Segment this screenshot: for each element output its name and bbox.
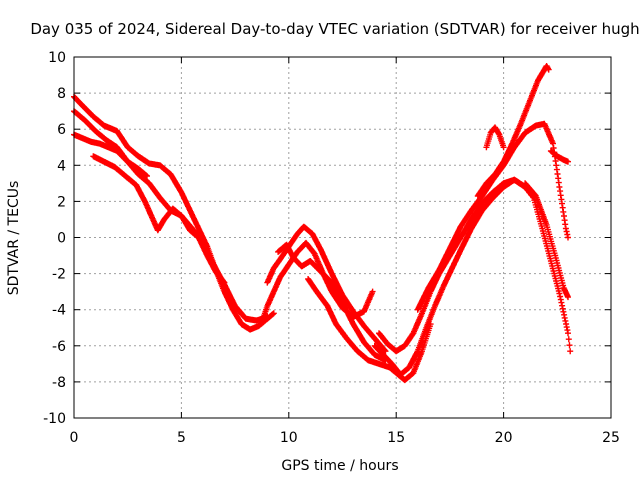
y-tick-label: 8 — [57, 86, 66, 102]
data-point-markers — [90, 153, 228, 286]
y-tick-label: 2 — [57, 194, 66, 210]
y-tick-label: -6 — [52, 339, 66, 355]
data-point-markers — [305, 276, 434, 384]
y-tick-label: 4 — [57, 158, 66, 174]
data-series-track — [474, 63, 552, 199]
data-series-track — [414, 120, 571, 313]
data-series-track — [522, 180, 571, 301]
data-series — [71, 63, 574, 384]
data-series-track — [71, 108, 271, 324]
y-tick-label: 10 — [48, 50, 66, 66]
y-tick-label: -10 — [43, 411, 66, 427]
x-tick-label: 15 — [387, 430, 405, 446]
data-series-track — [483, 124, 507, 151]
data-point-markers — [522, 180, 571, 301]
x-tick-label: 0 — [70, 430, 79, 446]
x-axis-label: GPS time / hours — [281, 458, 398, 474]
x-tick-label: 25 — [602, 430, 620, 446]
data-series-track — [264, 223, 389, 355]
data-point-markers — [414, 120, 571, 313]
data-point-markers — [483, 124, 507, 151]
data-point-markers — [474, 63, 552, 199]
data-series-track — [90, 153, 228, 286]
x-tick-label: 5 — [177, 430, 186, 446]
data-series-track — [275, 241, 389, 364]
data-series-track — [547, 147, 571, 165]
y-tick-label: -4 — [52, 303, 66, 319]
chart-title: Day 035 of 2024, Sidereal Day-to-day VTE… — [30, 20, 639, 38]
data-point-markers — [264, 223, 389, 355]
y-tick-label: -2 — [52, 267, 66, 283]
y-tick-label: -8 — [52, 375, 66, 391]
y-axis-label: SDTVAR / TECUs — [6, 181, 22, 296]
x-tick-label: 10 — [280, 430, 298, 446]
y-tick-label: 0 — [57, 231, 66, 247]
plot-frame — [73, 56, 612, 419]
x-tick-label: 20 — [495, 430, 513, 446]
axis-ticks: 0 5 10 15 20 25 -10 -8 -6 -4 -2 0 2 4 6 8 10 — [43, 50, 620, 446]
grid-lines — [74, 57, 611, 418]
data-point-markers — [547, 147, 571, 165]
y-tick-label: 6 — [57, 122, 66, 138]
data-point-markers — [71, 108, 271, 324]
data-point-markers — [275, 241, 389, 364]
data-series-track — [305, 276, 434, 384]
